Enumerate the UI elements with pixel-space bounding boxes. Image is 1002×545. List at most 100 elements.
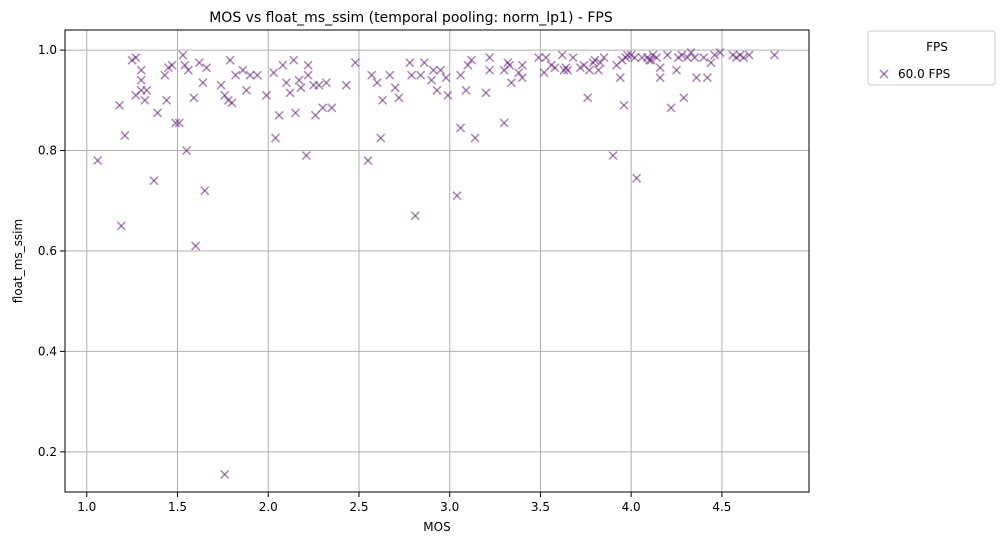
y-tick-label: 0.8 xyxy=(38,144,57,158)
data-point xyxy=(680,94,688,102)
data-point xyxy=(181,61,189,69)
plot-frame xyxy=(65,30,809,492)
data-point xyxy=(518,74,526,82)
data-point xyxy=(315,81,323,89)
data-point xyxy=(364,157,372,165)
data-point xyxy=(558,51,566,59)
data-point xyxy=(203,64,211,72)
data-point xyxy=(620,101,628,109)
data-point xyxy=(433,86,441,94)
data-point xyxy=(700,54,708,62)
data-point xyxy=(540,69,548,77)
legend-title: FPS xyxy=(926,40,948,54)
y-tick-label: 0.2 xyxy=(38,445,57,459)
data-point xyxy=(442,74,450,82)
data-point xyxy=(199,79,207,87)
data-point xyxy=(373,79,381,87)
data-point xyxy=(386,71,394,79)
data-point xyxy=(121,131,129,139)
data-point xyxy=(377,134,385,142)
data-point xyxy=(507,79,515,87)
x-tick-label: 3.5 xyxy=(531,500,550,514)
data-point xyxy=(282,79,290,87)
data-point xyxy=(246,71,254,79)
data-point xyxy=(457,124,465,132)
data-point xyxy=(444,91,452,99)
data-point xyxy=(616,74,624,82)
data-point xyxy=(595,66,603,74)
data-point xyxy=(226,56,234,64)
data-point xyxy=(143,86,151,94)
data-point xyxy=(464,61,472,69)
data-point xyxy=(411,212,419,220)
data-point xyxy=(342,81,350,89)
data-point xyxy=(190,94,198,102)
data-point xyxy=(270,69,278,77)
x-tick-label: 3.0 xyxy=(440,500,459,514)
data-point xyxy=(262,91,270,99)
data-point xyxy=(192,242,200,250)
data-point xyxy=(115,101,123,109)
data-point xyxy=(609,152,617,160)
data-point xyxy=(656,74,664,82)
x-tick-label: 1.0 xyxy=(77,500,96,514)
data-point xyxy=(286,89,294,97)
data-point xyxy=(150,177,158,185)
x-tick-label: 4.0 xyxy=(622,500,641,514)
data-point xyxy=(168,61,176,69)
data-point xyxy=(328,104,336,112)
data-point xyxy=(395,94,403,102)
data-point xyxy=(691,54,699,62)
data-point xyxy=(290,56,298,64)
data-point xyxy=(217,81,225,89)
x-axis-ticks: 1.0 1.5 2.0 2.5 3.0 3.5 4.0 4.5 xyxy=(77,492,731,514)
data-point xyxy=(184,66,192,74)
data-point xyxy=(663,51,671,59)
data-point xyxy=(304,61,312,69)
data-point xyxy=(585,66,593,74)
data-point xyxy=(319,104,327,112)
data-point xyxy=(232,71,240,79)
data-point xyxy=(486,66,494,74)
y-tick-label: 0.4 xyxy=(38,344,57,358)
data-point xyxy=(771,51,779,59)
data-point xyxy=(707,59,715,67)
data-point xyxy=(518,61,526,69)
x-axis-label: MOS xyxy=(423,520,450,534)
data-point xyxy=(506,61,514,69)
data-point xyxy=(408,71,416,79)
data-point xyxy=(551,64,559,72)
data-point xyxy=(703,74,711,82)
data-point xyxy=(242,86,250,94)
data-point xyxy=(692,74,700,82)
data-point xyxy=(462,86,470,94)
data-point xyxy=(179,51,187,59)
data-point xyxy=(311,111,319,119)
data-point xyxy=(195,59,203,67)
data-point xyxy=(584,94,592,102)
data-point xyxy=(94,157,102,165)
data-point xyxy=(322,79,330,87)
data-point xyxy=(132,54,140,62)
data-point xyxy=(351,59,359,67)
data-point xyxy=(633,174,641,182)
data-point xyxy=(228,99,236,107)
data-point xyxy=(141,96,149,104)
data-point xyxy=(500,119,508,127)
data-point xyxy=(221,470,229,478)
data-point xyxy=(667,104,675,112)
data-point xyxy=(467,56,475,64)
data-point xyxy=(673,66,681,74)
data-point xyxy=(471,134,479,142)
data-point xyxy=(161,71,169,79)
data-point xyxy=(406,59,414,67)
data-point xyxy=(154,109,162,117)
data-point xyxy=(420,59,428,67)
data-point xyxy=(542,54,550,62)
data-points xyxy=(94,49,779,479)
x-tick-label: 2.0 xyxy=(259,500,278,514)
data-point xyxy=(429,66,437,74)
data-point xyxy=(379,96,387,104)
data-point xyxy=(486,54,494,62)
x-tick-label: 4.5 xyxy=(712,500,731,514)
